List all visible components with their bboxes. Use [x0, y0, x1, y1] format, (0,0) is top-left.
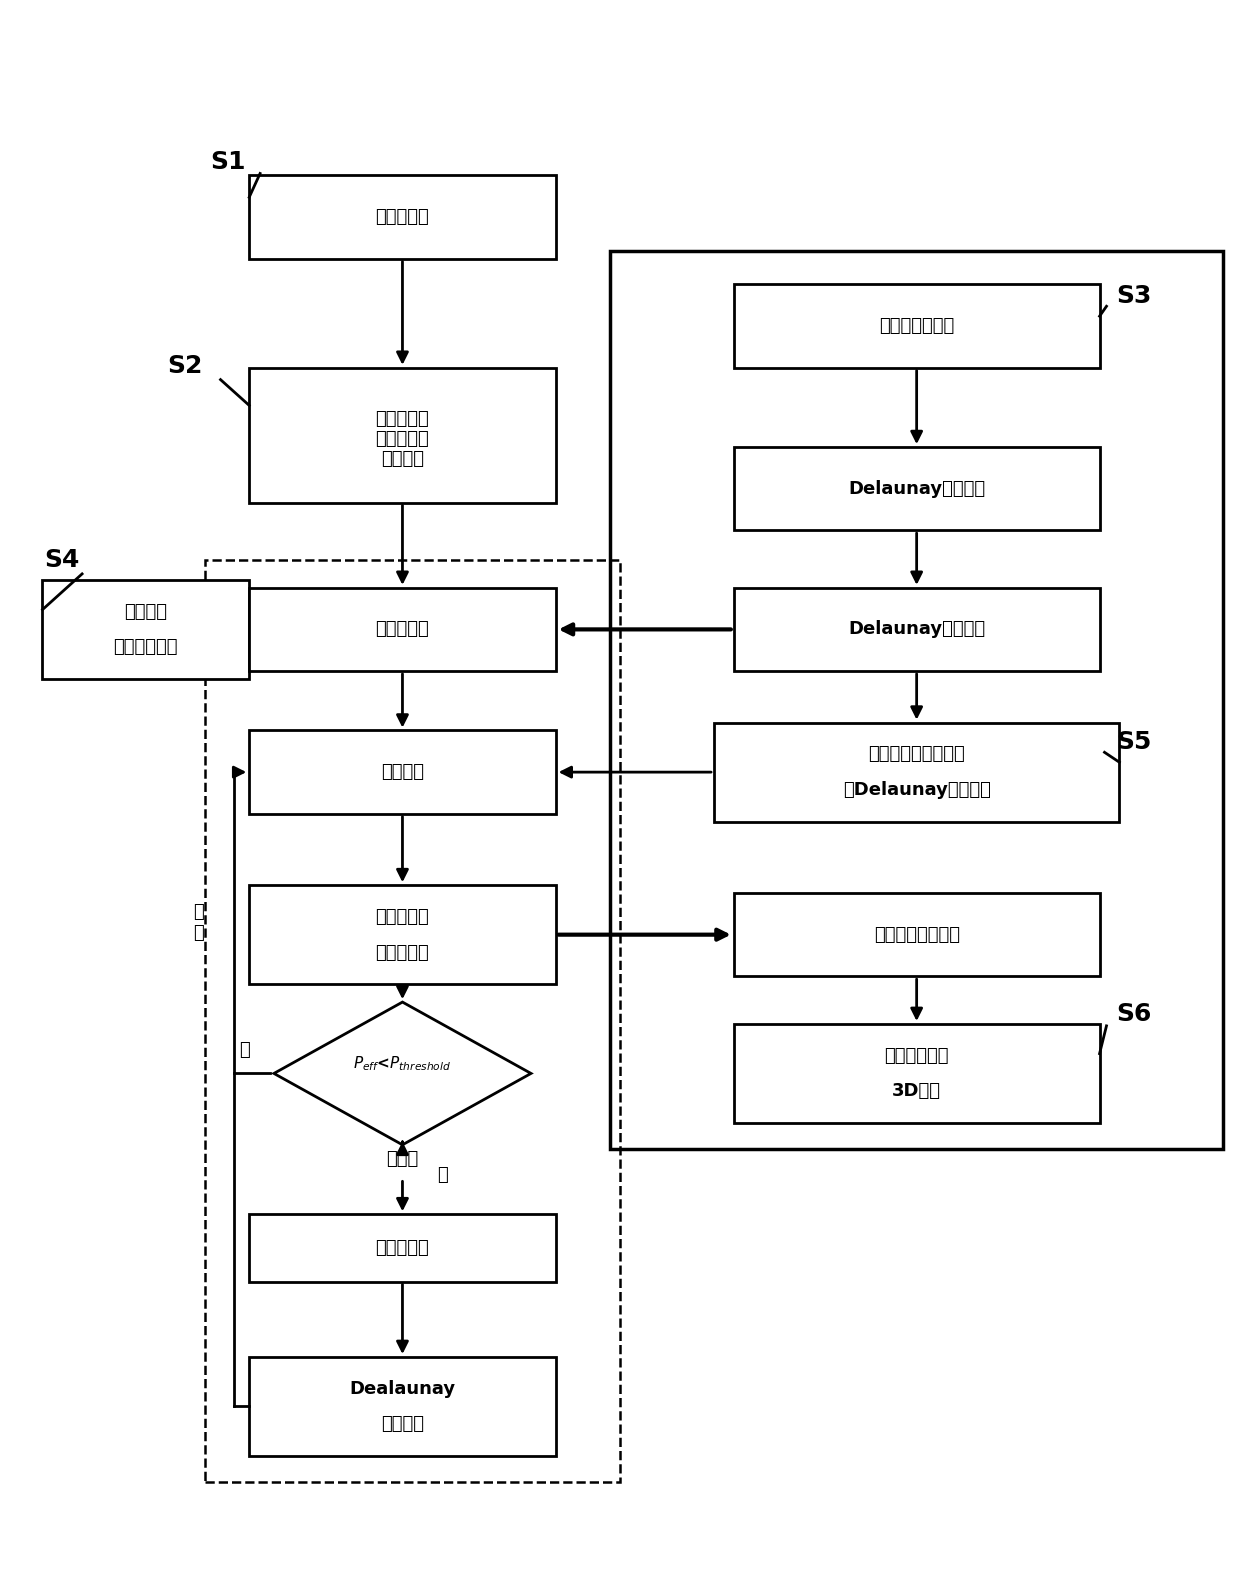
Text: 映
射: 映 射: [193, 904, 205, 942]
Text: S3: S3: [1116, 285, 1152, 308]
Text: Delaunay三角剖分: Delaunay三角剖分: [848, 479, 986, 498]
Bar: [610, 252, 1223, 1149]
Text: 之间相似度: 之间相似度: [376, 943, 429, 962]
Text: 粒子初始化: 粒子初始化: [376, 621, 429, 638]
Text: 说话人语音: 说话人语音: [376, 208, 429, 226]
Text: S5: S5: [1116, 731, 1152, 755]
Bar: [734, 893, 1100, 976]
Bar: [714, 723, 1120, 822]
Bar: [249, 885, 556, 984]
Bar: [249, 1214, 556, 1281]
Bar: [734, 588, 1100, 671]
Bar: [734, 1023, 1100, 1122]
Text: 的Delaunay三角顶点: 的Delaunay三角顶点: [843, 781, 991, 799]
Text: S1: S1: [211, 149, 247, 173]
Text: 点集大小: 点集大小: [381, 1415, 424, 1434]
Bar: [205, 560, 620, 1482]
Text: S2: S2: [167, 354, 202, 377]
Text: S4: S4: [45, 549, 81, 572]
Bar: [249, 1357, 556, 1456]
Bar: [249, 368, 556, 503]
Text: S6: S6: [1116, 1001, 1152, 1027]
Text: Dealaunay: Dealaunay: [350, 1380, 455, 1398]
Text: 增强粒子: 增强粒子: [124, 602, 167, 621]
Text: 粒子与目标: 粒子与目标: [376, 909, 429, 926]
Text: 重采样: 重采样: [387, 1149, 419, 1168]
Bar: [734, 285, 1100, 368]
Text: 输出目标位置: 输出目标位置: [884, 1047, 949, 1064]
Text: 相似度大小: 相似度大小: [376, 1239, 429, 1258]
Text: 声能特征: 声能特征: [381, 450, 424, 468]
Text: $P_{eff}$<$P_{threshold}$: $P_{eff}$<$P_{threshold}$: [353, 1055, 451, 1072]
Text: Delaunay三角顶点: Delaunay三角顶点: [848, 621, 986, 638]
Bar: [249, 731, 556, 814]
Text: 室内空间初始化: 室内空间初始化: [879, 318, 955, 335]
Text: 与上一时刻位置相邻: 与上一时刻位置相邻: [868, 745, 965, 764]
Text: 是: 是: [436, 1165, 448, 1184]
Text: 型计算目标: 型计算目标: [376, 431, 429, 448]
Bar: [734, 446, 1100, 530]
Text: 否: 否: [239, 1041, 249, 1058]
Bar: [249, 176, 556, 259]
Bar: [42, 580, 249, 679]
Bar: [249, 588, 556, 671]
Text: 搜索阶段: 搜索阶段: [381, 762, 424, 781]
Text: 3D坐标: 3D坐标: [892, 1082, 941, 1100]
Text: 目标位置状态估计: 目标位置状态估计: [874, 926, 960, 943]
Text: 基于声衰模: 基于声衰模: [376, 410, 429, 428]
Text: 滤波目标跟踪: 滤波目标跟踪: [113, 638, 177, 656]
Polygon shape: [274, 1001, 531, 1144]
